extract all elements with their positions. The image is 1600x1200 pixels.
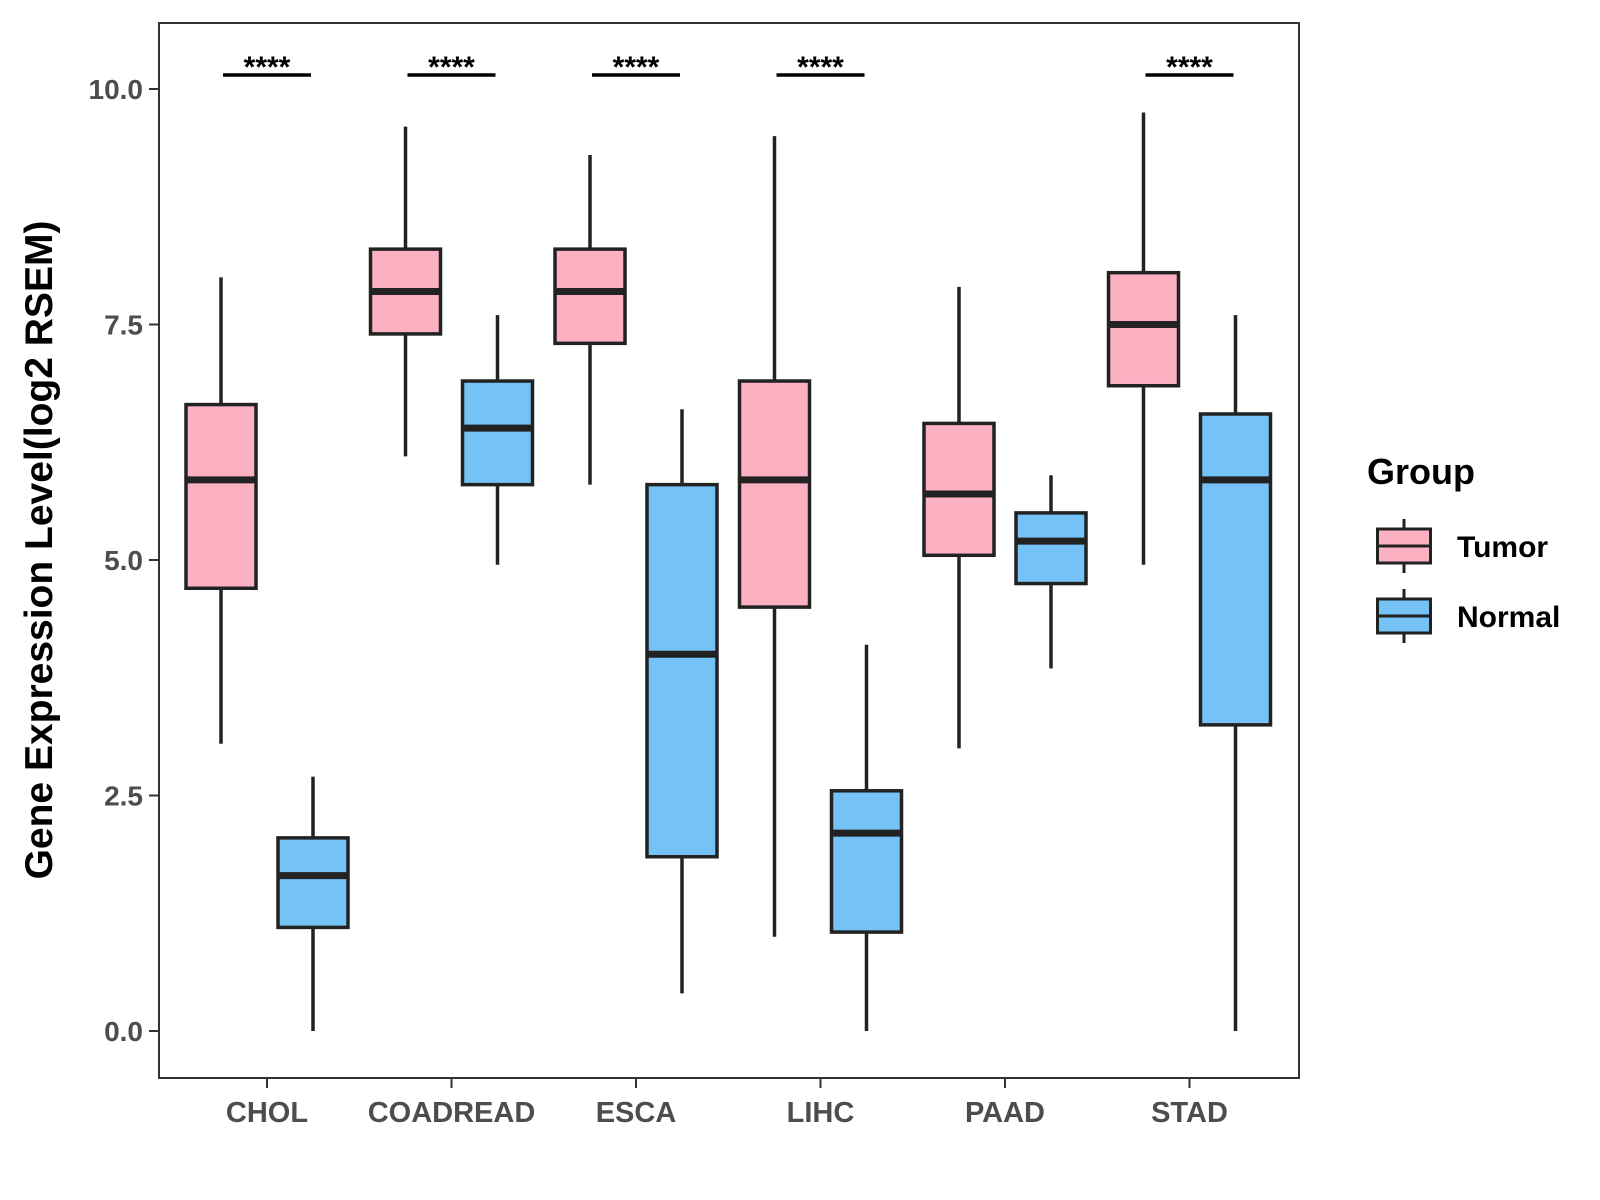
x-tick-label-stad: STAD [1151, 1097, 1228, 1129]
box-tumor-lihc [737, 136, 812, 937]
significance-label-chol: **** [244, 51, 291, 84]
box-body [184, 402, 258, 591]
y-tick-label: 10.0 [89, 74, 144, 105]
y-tick-label: 5.0 [104, 545, 143, 576]
legend-title: Group [1367, 451, 1475, 492]
box-normal-paad [1014, 475, 1088, 669]
y-tick-label: 7.5 [104, 310, 143, 341]
box-body [1106, 270, 1181, 388]
box-body [829, 789, 904, 934]
box-tumor-chol [184, 277, 258, 744]
box-tumor-coadread [368, 126, 443, 457]
box-body [1198, 412, 1273, 727]
chart-marks: 0.0 2.5 5.0 7.5 10.0 CHOL **** COADREAD **** ESCA… [89, 51, 1273, 1129]
significance-label-lihc: **** [797, 51, 844, 84]
box-body [922, 421, 996, 558]
x-tick-label-paad: PAAD [965, 1097, 1045, 1129]
box-tumor-stad [1106, 112, 1181, 565]
legend-label-normal: Normal [1457, 601, 1560, 634]
box-normal-esca [645, 409, 719, 994]
box-body [737, 379, 812, 609]
legend-label-tumor: Tumor [1457, 531, 1548, 564]
y-tick-label: 0.0 [104, 1016, 143, 1047]
box-normal-lihc [829, 644, 904, 1031]
box-normal-chol [276, 776, 350, 1031]
box-tumor-esca [553, 154, 627, 485]
y-tick-label: 2.5 [104, 781, 143, 812]
box-body [276, 836, 350, 930]
significance-label-stad: **** [1166, 51, 1213, 84]
significance-label-esca: **** [613, 51, 660, 84]
box-tumor-paad [922, 286, 996, 749]
box-normal-stad [1198, 315, 1273, 1031]
x-tick-label-lihc: LIHC [787, 1097, 855, 1129]
x-tick-label-chol: CHOL [226, 1097, 308, 1129]
box-body [460, 379, 535, 487]
significance-label-coadread: **** [428, 51, 475, 84]
box-body [645, 482, 719, 859]
box-body [553, 247, 627, 346]
box-normal-coadread [460, 315, 535, 565]
y-axis-title: Gene Expression Level(log2 RSEM) [18, 221, 61, 880]
legend-entry-normal: Normal [1376, 589, 1560, 643]
box-body [1014, 511, 1088, 586]
x-tick-label-coadread: COADREAD [368, 1097, 536, 1129]
legend: Tumor Normal [1376, 519, 1560, 643]
x-tick-label-esca: ESCA [596, 1097, 677, 1129]
legend-entry-tumor: Tumor [1376, 519, 1548, 573]
